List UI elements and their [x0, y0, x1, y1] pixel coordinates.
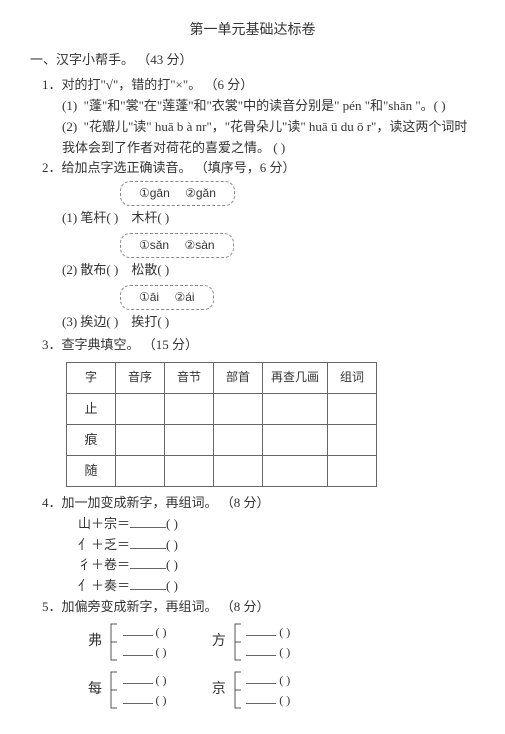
bracket-item: 弗 ( ) ( ): [88, 622, 167, 662]
pinyin-option: ①āi: [139, 290, 159, 304]
pinyin-box-1: ①gān ②gǎn: [120, 181, 235, 206]
table-header: 音序: [116, 362, 165, 393]
table-row: 止: [67, 393, 377, 424]
bracket-icon: [107, 622, 119, 662]
q5-heading: 5．加偏旁变成新字，再组词。 （8 分）: [30, 597, 475, 618]
pinyin-box-2: ①sǎn ②sàn: [120, 233, 234, 258]
bracket-char: 方: [212, 631, 226, 653]
q2-row2: (2) 散布( ) 松散( ): [30, 260, 475, 281]
q4-line: 山＋宗＝( ): [30, 514, 475, 535]
q2-heading: 2．给加点字选正确读音。 （填序号，6 分）: [30, 158, 475, 179]
bracket-item: 方 ( ) ( ): [212, 622, 291, 662]
pinyin-option: ①sǎn: [139, 238, 169, 252]
table-row: 痕: [67, 424, 377, 455]
table-header: 音节: [165, 362, 214, 393]
bracket-icon: [107, 670, 119, 710]
q1-item1: (1) "蓬"和"裳"在"莲蓬"和"衣裳"中的读音分别是" pén "和"shā…: [30, 96, 475, 117]
q2-row3: (3) 挨边( ) 挨打( ): [30, 312, 475, 333]
bracket-row: 弗 ( ) ( ) 方 ( ) ( ): [30, 618, 475, 666]
table-header: 组词: [328, 362, 377, 393]
pinyin-option: ②gǎn: [185, 186, 216, 200]
pinyin-option: ②sàn: [184, 238, 214, 252]
bracket-item: 每 ( ) ( ): [88, 670, 167, 710]
table-header: 再查几画: [263, 362, 328, 393]
table-cell: 痕: [67, 424, 116, 455]
page-title: 第一单元基础达标卷: [30, 20, 475, 42]
q4-heading: 4．加一加变成新字，再组词。 （8 分）: [30, 493, 475, 514]
table-row: 随: [67, 455, 377, 486]
q1-heading: 1．对的打"√"，错的打"×"。 （6 分）: [30, 75, 475, 96]
pinyin-box-3: ①āi ②ái: [120, 285, 214, 310]
q2-row1: (1) 笔杆( ) 木杆( ): [30, 208, 475, 229]
bracket-item: 京 ( ) ( ): [212, 670, 291, 710]
q4-line: 彳＋卷＝( ): [30, 555, 475, 576]
section-1-heading: 一、汉字小帮手。 （43 分）: [30, 50, 475, 71]
table-cell: 止: [67, 393, 116, 424]
pinyin-option: ②ái: [174, 290, 194, 304]
bracket-row: 每 ( ) ( ) 京 ( ) ( ): [30, 666, 475, 714]
bracket-char: 每: [88, 679, 102, 701]
bracket-icon: [231, 622, 243, 662]
q3-heading: 3．查字典填空。 （15 分）: [30, 335, 475, 356]
dictionary-table: 字 音序 音节 部首 再查几画 组词 止 痕 随: [66, 362, 377, 487]
table-header-row: 字 音序 音节 部首 再查几画 组词: [67, 362, 377, 393]
bracket-char: 弗: [88, 631, 102, 653]
bracket-icon: [231, 670, 243, 710]
q4-line: 亻＋乏＝( ): [30, 535, 475, 556]
q4-line: 亻＋奏＝( ): [30, 576, 475, 597]
bracket-char: 京: [212, 679, 226, 701]
table-header: 字: [67, 362, 116, 393]
q1-item2: (2) "花瓣儿"读" huā b à nr"，"花骨朵儿"读" huā ū d…: [30, 117, 475, 159]
table-cell: 随: [67, 455, 116, 486]
table-header: 部首: [214, 362, 263, 393]
pinyin-option: ①gān: [139, 186, 170, 200]
